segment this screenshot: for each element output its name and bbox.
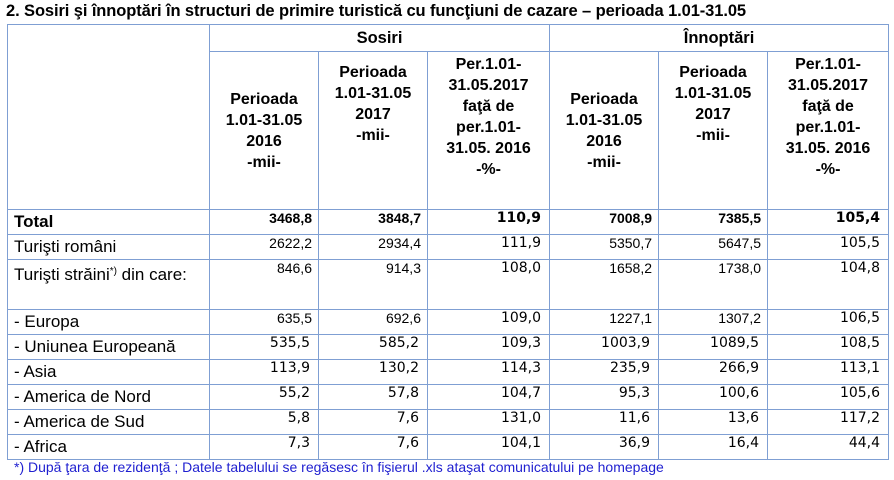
row-label: - America de Sud [7, 409, 210, 435]
table-row: - Uniunea Europeană 535,5 585,2 109,3 10… [7, 334, 890, 360]
group-header-sosiri: Sosiri [208, 24, 551, 52]
subheader-sosiri-2017: Perioada 1.01-31.05 2017 -mii- [318, 51, 428, 210]
cell-value: 117,2 [767, 409, 890, 435]
cell-value: 36,9 [549, 434, 660, 460]
cell-value: 535,5 [209, 334, 319, 360]
table-row: - Asia 113,9 130,2 114,3 235,9 266,9 113… [7, 359, 890, 385]
subheader-innoptari-2017: Perioada 1.01-31.05 2017 -mii- [658, 51, 769, 210]
row-label: - America de Nord [7, 384, 210, 410]
table-row: Turişti străini*) din care: 846,6 914,3 … [7, 259, 890, 310]
cell-value: 914,3 [318, 259, 428, 310]
cell-value: 5647,5 [658, 234, 769, 260]
cell-value: 846,6 [209, 259, 319, 310]
cell-value: 1089,5 [658, 334, 769, 360]
subheader-sosiri-2016: Perioada 1.01-31.05 2016 -mii- [209, 51, 319, 210]
cell-value: 108,0 [426, 259, 551, 310]
cell-value: 105,6 [767, 384, 890, 410]
cell-value: 7,6 [318, 434, 428, 460]
cell-value: 110,9 [426, 209, 551, 235]
cell-value: 235,9 [549, 359, 660, 385]
cell-value: 7008,9 [549, 209, 660, 235]
cell-value: 100,6 [658, 384, 769, 410]
cell-value: 7,6 [318, 409, 428, 435]
table-row: - Europa 635,5 692,6 109,0 1227,1 1307,2… [7, 309, 890, 335]
tourism-table: Sosiri Înnoptări Perioada 1.01-31.05 201… [7, 24, 890, 460]
cell-value: 7,3 [209, 434, 319, 460]
footnote-marker: *) [109, 266, 117, 277]
cell-value: 3468,8 [209, 209, 319, 235]
cell-value: 5,8 [209, 409, 319, 435]
cell-value: 104,7 [426, 384, 551, 410]
cell-value: 2622,2 [209, 234, 319, 260]
cell-value: 635,5 [209, 309, 319, 335]
cell-value: 44,4 [767, 434, 890, 460]
cell-value: 95,3 [549, 384, 660, 410]
table-row: - Africa 7,3 7,6 104,1 36,9 16,4 44,4 [7, 434, 890, 460]
cell-value: 266,9 [658, 359, 769, 385]
cell-value: 104,8 [767, 259, 890, 310]
table-title: 2. Sosiri şi înnoptări în structuri de p… [6, 2, 746, 20]
cell-value: 106,5 [767, 309, 890, 335]
cell-value: 1227,1 [549, 309, 660, 335]
cell-value: 105,4 [767, 209, 890, 235]
footnote: *) După ţara de rezidenţă ; Datele tabel… [14, 459, 664, 475]
cell-value: 13,6 [658, 409, 769, 435]
cell-value: 104,1 [426, 434, 551, 460]
cell-value: 3848,7 [318, 209, 428, 235]
subheader-sosiri-pct: Per.1.01- 31.05.2017 faţă de per.1.01- 3… [426, 51, 551, 210]
cell-value: 57,8 [318, 384, 428, 410]
cell-value: 1307,2 [658, 309, 769, 335]
table-row: - America de Sud 5,8 7,6 131,0 11,6 13,6… [7, 409, 890, 435]
cell-value: 585,2 [318, 334, 428, 360]
cell-value: 7385,5 [658, 209, 769, 235]
table-row-total: Total 3468,8 3848,7 110,9 7008,9 7385,5 … [7, 209, 890, 235]
cell-value: 131,0 [426, 409, 551, 435]
cell-value: 5350,7 [549, 234, 660, 260]
cell-value: 2934,4 [318, 234, 428, 260]
row-label: Turişti români [7, 234, 210, 260]
cell-value: 109,0 [426, 309, 551, 335]
table-row: Turişti români 2622,2 2934,4 111,9 5350,… [7, 234, 890, 260]
row-label: Total [7, 209, 210, 235]
cell-value: 55,2 [209, 384, 319, 410]
row-label: - Europa [7, 309, 210, 335]
row-label: - Africa [7, 434, 210, 460]
subheader-innoptari-pct: Per.1.01- 31.05.2017 faţă de per.1.01- 3… [767, 51, 890, 210]
cell-value: 130,2 [318, 359, 428, 385]
row-label: - Asia [7, 359, 210, 385]
cell-value: 114,3 [426, 359, 551, 385]
group-header-innoptari: Înnoptări [549, 24, 890, 52]
cell-value: 105,5 [767, 234, 890, 260]
cell-value: 1003,9 [549, 334, 660, 360]
cell-value: 108,5 [767, 334, 890, 360]
subheader-innoptari-2016: Perioada 1.01-31.05 2016 -mii- [549, 51, 660, 210]
row-label: Turişti străini*) din care: [7, 259, 210, 310]
cell-value: 1738,0 [658, 259, 769, 310]
cell-value: 11,6 [549, 409, 660, 435]
corner-cell [7, 24, 210, 210]
cell-value: 113,9 [209, 359, 319, 385]
cell-value: 109,3 [426, 334, 551, 360]
cell-value: 111,9 [426, 234, 551, 260]
cell-value: 113,1 [767, 359, 890, 385]
row-label: - Uniunea Europeană [7, 334, 210, 360]
cell-value: 16,4 [658, 434, 769, 460]
table-row: - America de Nord 55,2 57,8 104,7 95,3 1… [7, 384, 890, 410]
cell-value: 692,6 [318, 309, 428, 335]
cell-value: 1658,2 [549, 259, 660, 310]
